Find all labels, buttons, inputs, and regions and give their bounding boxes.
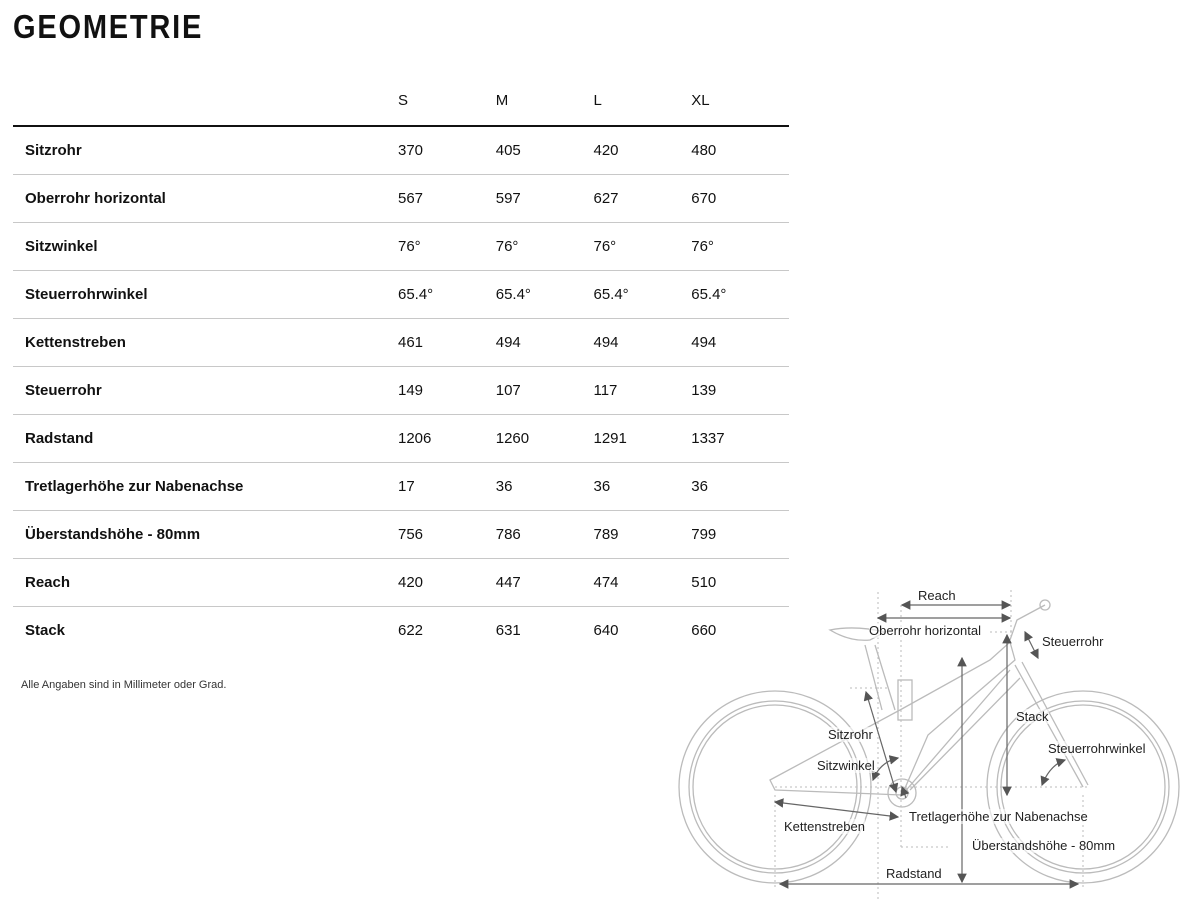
- geometry-table: S M L XL Sitzrohr 370 405 420 480 Oberrohr ho…: [13, 80, 789, 654]
- diagram-label-steuerrohr: Steuerrohr: [1042, 634, 1104, 649]
- diagram-label-steuerrohrwinkel: Steuerrohrwinkel: [1048, 741, 1146, 756]
- cell-size-l: 36: [593, 477, 611, 495]
- header-size-s: S: [397, 92, 408, 109]
- table-row: Stack 622 631 640 660: [13, 606, 789, 654]
- cell-size-s: 461: [397, 333, 424, 351]
- cell-size-l: 640: [593, 621, 619, 639]
- row-label: Oberrohr horizontal: [25, 189, 166, 207]
- cell-size-l: 76°: [593, 237, 617, 255]
- diagram-label-sitzwinkel: Sitzwinkel: [817, 758, 875, 773]
- bike-illustration: [678, 590, 1180, 900]
- bike-geometry-diagram: Reach Oberrohr horizontal Steuerrohr Sta…: [670, 580, 1200, 900]
- table-row: Tretlagerhöhe zur Nabenachse 17 36 36 36: [13, 462, 789, 510]
- row-label: Stack: [25, 621, 66, 639]
- cell-size-xl: 139: [691, 381, 717, 399]
- row-label: Tretlagerhöhe zur Nabenachse: [25, 477, 244, 495]
- cell-size-m: 76°: [495, 237, 519, 255]
- header-size-m: M: [495, 92, 509, 109]
- cell-size-xl: 36: [691, 477, 708, 495]
- table-row: Steuerrohrwinkel 65.4° 65.4° 65.4° 65.4°: [13, 270, 789, 318]
- cell-size-s: 149: [397, 381, 424, 399]
- cell-size-l: 474: [593, 573, 619, 591]
- cell-size-s: 17: [397, 477, 415, 495]
- cell-size-m: 405: [495, 141, 521, 159]
- cell-size-m: 597: [495, 189, 521, 207]
- diagram-label-reach: Reach: [918, 588, 956, 603]
- cell-size-s: 76°: [397, 237, 421, 255]
- row-label: Steuerrohrwinkel: [25, 285, 148, 303]
- table-row: Reach 420 447 474 510: [13, 558, 789, 606]
- table-row: Überstandshöhe - 80mm 756 786 789 799: [13, 510, 789, 558]
- cell-size-m: 36: [495, 477, 513, 495]
- cell-size-xl: 1337: [691, 429, 725, 447]
- row-label: Reach: [25, 573, 71, 591]
- diagram-label-oberrohr: Oberrohr horizontal: [869, 623, 981, 638]
- header-size-xl: XL: [691, 92, 710, 109]
- cell-size-l: 65.4°: [593, 285, 629, 303]
- header-size-l: L: [593, 92, 602, 109]
- cell-size-m: 65.4°: [495, 285, 531, 303]
- cell-size-s: 370: [397, 141, 424, 159]
- cell-size-xl: 510: [691, 573, 717, 591]
- table-header-row: S M L XL: [13, 80, 789, 126]
- cell-size-l: 627: [593, 189, 619, 207]
- dimension-arrows: [773, 600, 1080, 889]
- cell-size-s: 65.4°: [397, 285, 434, 303]
- cell-size-m: 447: [495, 573, 521, 591]
- header-empty: [13, 80, 398, 126]
- cell-size-l: 1291: [593, 429, 627, 447]
- cell-size-s: 622: [397, 621, 424, 639]
- cell-size-l: 494: [593, 333, 619, 351]
- cell-size-m: 494: [495, 333, 521, 351]
- table-row: Sitzwinkel 76° 76° 76° 76°: [13, 222, 789, 270]
- cell-size-xl: 670: [691, 189, 717, 207]
- row-label: Radstand: [25, 429, 94, 447]
- table-row: Steuerrohr 149 107 117 139: [13, 366, 789, 414]
- row-label: Sitzrohr: [25, 141, 82, 159]
- diagram-label-stack: Stack: [1016, 709, 1049, 724]
- cell-size-m: 631: [495, 621, 521, 639]
- table-row: Kettenstreben 461 494 494 494: [13, 318, 789, 366]
- cell-size-l: 420: [593, 141, 619, 159]
- cell-size-xl: 660: [691, 621, 717, 639]
- cell-size-s: 420: [397, 573, 424, 591]
- row-label: Steuerrohr: [25, 381, 102, 399]
- table-row: Radstand 1206 1260 1291 1337: [13, 414, 789, 462]
- diagram-label-sitzrohr: Sitzrohr: [828, 727, 873, 742]
- units-note: Alle Angaben sind in Millimeter oder Gra…: [21, 679, 227, 691]
- row-label: Kettenstreben: [25, 333, 126, 351]
- cell-size-s: 567: [397, 189, 424, 207]
- cell-size-m: 786: [495, 525, 521, 543]
- cell-size-xl: 65.4°: [691, 285, 727, 303]
- row-label: Überstandshöhe - 80mm: [25, 525, 201, 543]
- cell-size-s: 1206: [397, 429, 432, 447]
- diagram-label-tretlager: Tretlagerhöhe zur Nabenachse: [909, 809, 1088, 824]
- cell-size-m: 1260: [495, 429, 530, 447]
- cell-size-xl: 76°: [691, 237, 714, 255]
- row-label: Sitzwinkel: [25, 237, 98, 255]
- diagram-label-radstand: Radstand: [886, 866, 942, 881]
- cell-size-l: 117: [593, 381, 618, 399]
- cell-size-xl: 799: [691, 525, 717, 543]
- table-row: Sitzrohr 370 405 420 480: [13, 126, 789, 174]
- cell-size-xl: 480: [691, 141, 717, 159]
- cell-size-s: 756: [397, 525, 424, 543]
- diagram-label-ueberstand: Überstandshöhe - 80mm: [972, 838, 1116, 853]
- cell-size-l: 789: [593, 525, 619, 543]
- page-title: GEOMETRIE: [13, 8, 204, 45]
- cell-size-xl: 494: [691, 333, 717, 351]
- cell-size-m: 107: [495, 381, 521, 399]
- diagram-label-kettenstreben: Kettenstreben: [784, 819, 865, 834]
- table-row: Oberrohr horizontal 567 597 627 670: [13, 174, 789, 222]
